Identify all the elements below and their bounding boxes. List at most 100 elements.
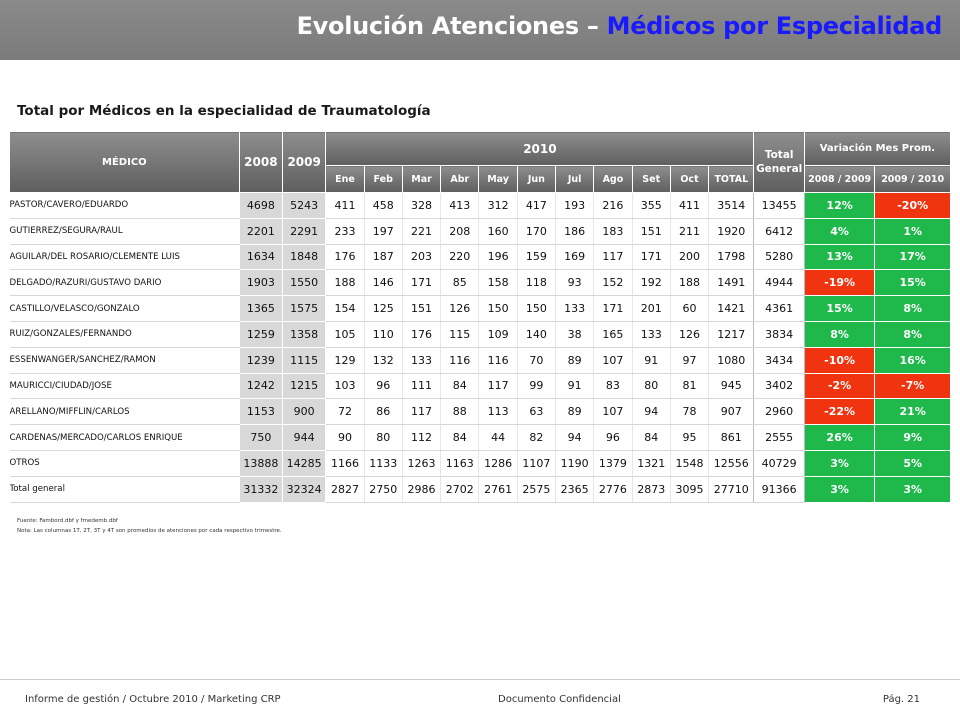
cell-month-abr: 85	[440, 269, 480, 297]
cell-var-2009-2010: 17%	[874, 243, 951, 271]
cell-month-mar: 112	[402, 424, 442, 451]
cell-medico: GUTIERREZ/SEGURA/RAUL	[9, 218, 240, 245]
cell-2009: 2291	[281, 217, 327, 245]
cell-month-feb: 187	[364, 244, 403, 271]
cell-var-2008-2009: 15%	[803, 295, 876, 322]
cell-var-2009-2010: 1%	[874, 217, 951, 245]
cell-month-jul: 133	[555, 295, 595, 322]
cell-month-set: 201	[632, 295, 671, 322]
cell-var-2009-2010: -20%	[874, 192, 951, 219]
cell-total-general: 2555	[753, 424, 805, 451]
cell-month-oct: 97	[670, 347, 710, 374]
cell-month-mar: 2986	[402, 476, 442, 503]
cell-month-may: 312	[478, 192, 518, 219]
cell-total-2010: 861	[708, 424, 755, 451]
cell-month-abr: 2702	[440, 476, 480, 503]
cell-month-ene: 411	[325, 192, 365, 219]
cell-month-set: 192	[632, 269, 671, 297]
cell-month-ago: 152	[593, 269, 633, 297]
cell-var-2008-2009: -10%	[803, 346, 876, 374]
table-row: CASTILLO/VELASCO/GONZALO 1365 1575 154 125 15…	[9, 295, 951, 322]
table-row: GUTIERREZ/SEGURA/RAUL 2201 2291 233 197 221 20…	[9, 217, 951, 245]
cell-medico: Total general	[9, 476, 240, 503]
cell-month-set: 171	[632, 244, 671, 271]
cell-total-general: 6412	[753, 218, 805, 245]
cell-month-mar: 111	[402, 373, 442, 400]
cell-month-ene: 103	[325, 373, 365, 400]
note-fuente: Fuente: Fambord.dbf y fmedemb.dbf	[17, 518, 118, 524]
table-row: Total general 31332 32324 2827 2750 2986 2702 2…	[9, 475, 951, 503]
cell-month-abr: 1163	[440, 450, 480, 477]
cell-medico: CARDENAS/MERCADO/CARLOS ENRIQUE	[9, 424, 240, 451]
cell-var-2009-2010: 16%	[874, 346, 951, 374]
cell-var-2008-2009: 3%	[803, 475, 876, 503]
cell-month-ene: 129	[325, 347, 365, 374]
cell-month-jul: 89	[555, 347, 595, 374]
cell-2008: 31332	[238, 475, 284, 503]
cell-month-jun: 1107	[517, 450, 557, 477]
cell-month-oct: 81	[670, 373, 710, 400]
cell-month-feb: 1133	[364, 450, 403, 477]
cell-month-feb: 125	[364, 295, 403, 322]
cell-var-2008-2009: -2%	[803, 372, 876, 400]
cell-month-abr: 116	[440, 347, 480, 374]
footer-confidential: Documento Confidencial	[498, 694, 621, 705]
cell-month-ago: 183	[593, 218, 633, 245]
cell-month-may: 150	[478, 295, 518, 322]
cell-2008: 1153	[238, 398, 284, 426]
cell-month-jul: 186	[555, 218, 595, 245]
cell-month-jun: 150	[517, 295, 557, 322]
header-month-set: Set	[631, 165, 671, 193]
cell-total-general: 3402	[753, 373, 805, 400]
table-row: PASTOR/CAVERO/EDUARDO 4698 5243 411 458 328 41…	[9, 192, 951, 219]
cell-month-set: 91	[632, 347, 671, 374]
cell-total-general: 91366	[753, 476, 805, 503]
cell-var-2009-2010: 21%	[874, 398, 951, 426]
cell-2009: 944	[281, 424, 327, 451]
title-bar: Evolución Atenciones – Médicos por Espec…	[0, 0, 960, 60]
cell-var-2008-2009: -19%	[803, 269, 876, 297]
cell-month-feb: 96	[364, 373, 403, 400]
notes: Fuente: Fambord.dbf y fmedemb.dbf Nota: …	[17, 516, 282, 536]
header-var-2009-2010: 2009 / 2010	[874, 165, 951, 193]
cell-month-set: 94	[632, 398, 671, 426]
cell-month-ene: 176	[325, 244, 365, 271]
header-total-general: Total General	[753, 131, 805, 193]
cell-total-2010: 945	[708, 373, 755, 400]
cell-2008: 1365	[238, 295, 284, 322]
footer-report-info: Informe de gestión / Octubre 2010 / Mark…	[25, 694, 281, 705]
cell-month-may: 160	[478, 218, 518, 245]
cell-total-2010: 1217	[708, 321, 755, 348]
cell-month-ago: 171	[593, 295, 633, 322]
table-row: OTROS 13888 14285 1166 1133 1263 1163 1286 1107 1…	[9, 449, 951, 477]
cell-total-general: 4944	[753, 269, 805, 297]
cell-month-mar: 117	[402, 398, 442, 426]
cell-2008: 1242	[238, 372, 284, 400]
cell-month-abr: 220	[440, 244, 480, 271]
cell-total-general: 4361	[753, 295, 805, 322]
cell-month-oct: 1548	[670, 450, 710, 477]
table-row: MAURICCI/CIUDAD/JOSE 1242 1215 103 96 111 84 11…	[9, 372, 951, 400]
cell-month-ene: 154	[325, 295, 365, 322]
cell-medico: OTROS	[9, 450, 240, 477]
cell-month-ene: 2827	[325, 476, 365, 503]
cell-month-jun: 2575	[517, 476, 557, 503]
cell-month-abr: 208	[440, 218, 480, 245]
cell-month-may: 196	[478, 244, 518, 271]
cell-month-jun: 118	[517, 269, 557, 297]
cell-medico: AGUILAR/DEL ROSARIO/CLEMENTE LUIS	[9, 244, 240, 271]
cell-month-ago: 165	[593, 321, 633, 348]
cell-month-ene: 90	[325, 424, 365, 451]
cell-var-2008-2009: 4%	[803, 217, 876, 245]
cell-month-jun: 63	[517, 398, 557, 426]
cell-month-set: 84	[632, 424, 671, 451]
cell-var-2009-2010: 3%	[874, 475, 951, 503]
header-variacion: Variación Mes Prom.	[803, 131, 952, 166]
cell-month-ago: 1379	[593, 450, 633, 477]
cell-month-set: 355	[632, 192, 671, 219]
footer-page-number: Pág. 21	[882, 694, 920, 705]
cell-month-jun: 140	[517, 321, 557, 348]
cell-month-feb: 2750	[364, 476, 403, 503]
cell-month-ago: 117	[593, 244, 633, 271]
header-month-ago: Ago	[593, 165, 633, 193]
